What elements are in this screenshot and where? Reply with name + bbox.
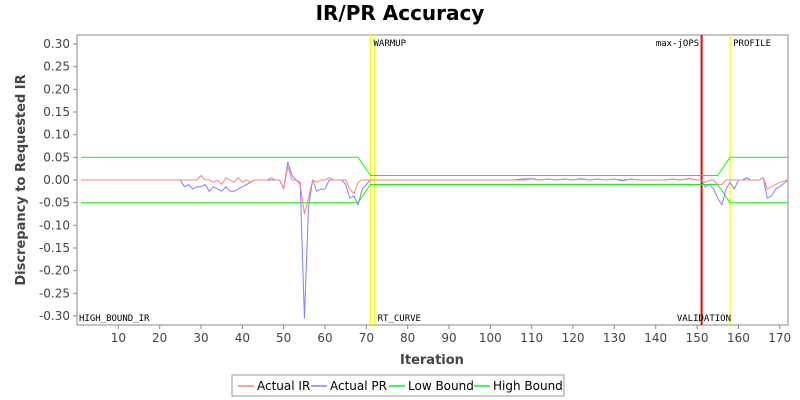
y-tick-label: -0.25 bbox=[39, 286, 70, 300]
marker-label-max-jops: max-jOPS bbox=[656, 39, 699, 49]
y-tick-label: 0.30 bbox=[43, 37, 70, 51]
x-tick-label: 170 bbox=[768, 331, 791, 345]
x-tick-label: 60 bbox=[317, 331, 332, 345]
y-axis: 0.30 0.25 0.20 0.15 0.10 0.05 0.00 -0.05 -0.10 -0… bbox=[39, 37, 77, 323]
y-tick-label: 0.15 bbox=[43, 105, 70, 119]
legend-label-high-bound: High Bound bbox=[493, 379, 563, 393]
x-tick-label: 100 bbox=[479, 331, 502, 345]
series-line-low-bound bbox=[81, 184, 788, 204]
legend-label-low-bound: Low Bound bbox=[408, 379, 474, 393]
x-tick-label: 10 bbox=[111, 331, 126, 345]
x-tick-label: 30 bbox=[193, 331, 208, 345]
marker-label-validation: VALIDATION bbox=[677, 314, 731, 324]
x-tick-label: 40 bbox=[235, 331, 250, 345]
corner-label-high-bound-ir: HIGH_BOUND_IR bbox=[79, 314, 150, 324]
x-tick-label: 90 bbox=[441, 331, 456, 345]
x-tick-label: 150 bbox=[686, 331, 709, 345]
series-line-high-bound bbox=[81, 156, 788, 176]
marker-label-warmup: WARMUP bbox=[373, 39, 406, 49]
x-tick-label: 70 bbox=[359, 331, 374, 345]
x-tick-label: 130 bbox=[603, 331, 626, 345]
legend-label-actual-pr: Actual PR bbox=[330, 379, 387, 393]
legend-label-actual-ir: Actual IR bbox=[257, 379, 310, 393]
x-tick-label: 110 bbox=[520, 331, 543, 345]
y-tick-label: -0.20 bbox=[39, 264, 70, 278]
y-tick-label: -0.10 bbox=[39, 218, 70, 232]
y-tick-label: -0.15 bbox=[39, 241, 70, 255]
chart-title: IR/PR Accuracy bbox=[316, 1, 485, 25]
marker-label-rt-curve: RT_CURVE bbox=[378, 314, 421, 324]
marker-labels: WARMUP RT_CURVE max-jOPS VALIDATION PROFILE H… bbox=[79, 39, 771, 324]
y-tick-label: -0.30 bbox=[39, 309, 70, 323]
x-axis-title: Iteration bbox=[400, 353, 464, 368]
x-tick-label: 140 bbox=[644, 331, 667, 345]
y-tick-label: 0.05 bbox=[43, 150, 70, 164]
y-tick-label: 0.10 bbox=[43, 128, 70, 142]
x-tick-label: 50 bbox=[276, 331, 291, 345]
y-tick-label: 0.20 bbox=[43, 82, 70, 96]
y-tick-label: -0.05 bbox=[39, 196, 70, 210]
y-tick-label: 0.25 bbox=[43, 60, 70, 74]
legend: Actual IR Actual PR Low Bound High Bound bbox=[231, 374, 565, 397]
series-line-actual-ir bbox=[81, 165, 789, 215]
x-tick-label: 120 bbox=[562, 331, 585, 345]
marker-label-profile: PROFILE bbox=[733, 39, 771, 49]
x-tick-label: 80 bbox=[400, 331, 415, 345]
series-lines bbox=[81, 156, 789, 319]
y-tick-label: 0.00 bbox=[43, 173, 70, 187]
x-tick-label: 20 bbox=[152, 331, 167, 345]
x-tick-label: 160 bbox=[727, 331, 750, 345]
y-axis-title: Discrepancy to Requested IR bbox=[14, 74, 29, 285]
x-axis: 10 20 30 40 50 60 70 80 90 100 110 120 130 140 150 160 1… bbox=[111, 325, 791, 345]
